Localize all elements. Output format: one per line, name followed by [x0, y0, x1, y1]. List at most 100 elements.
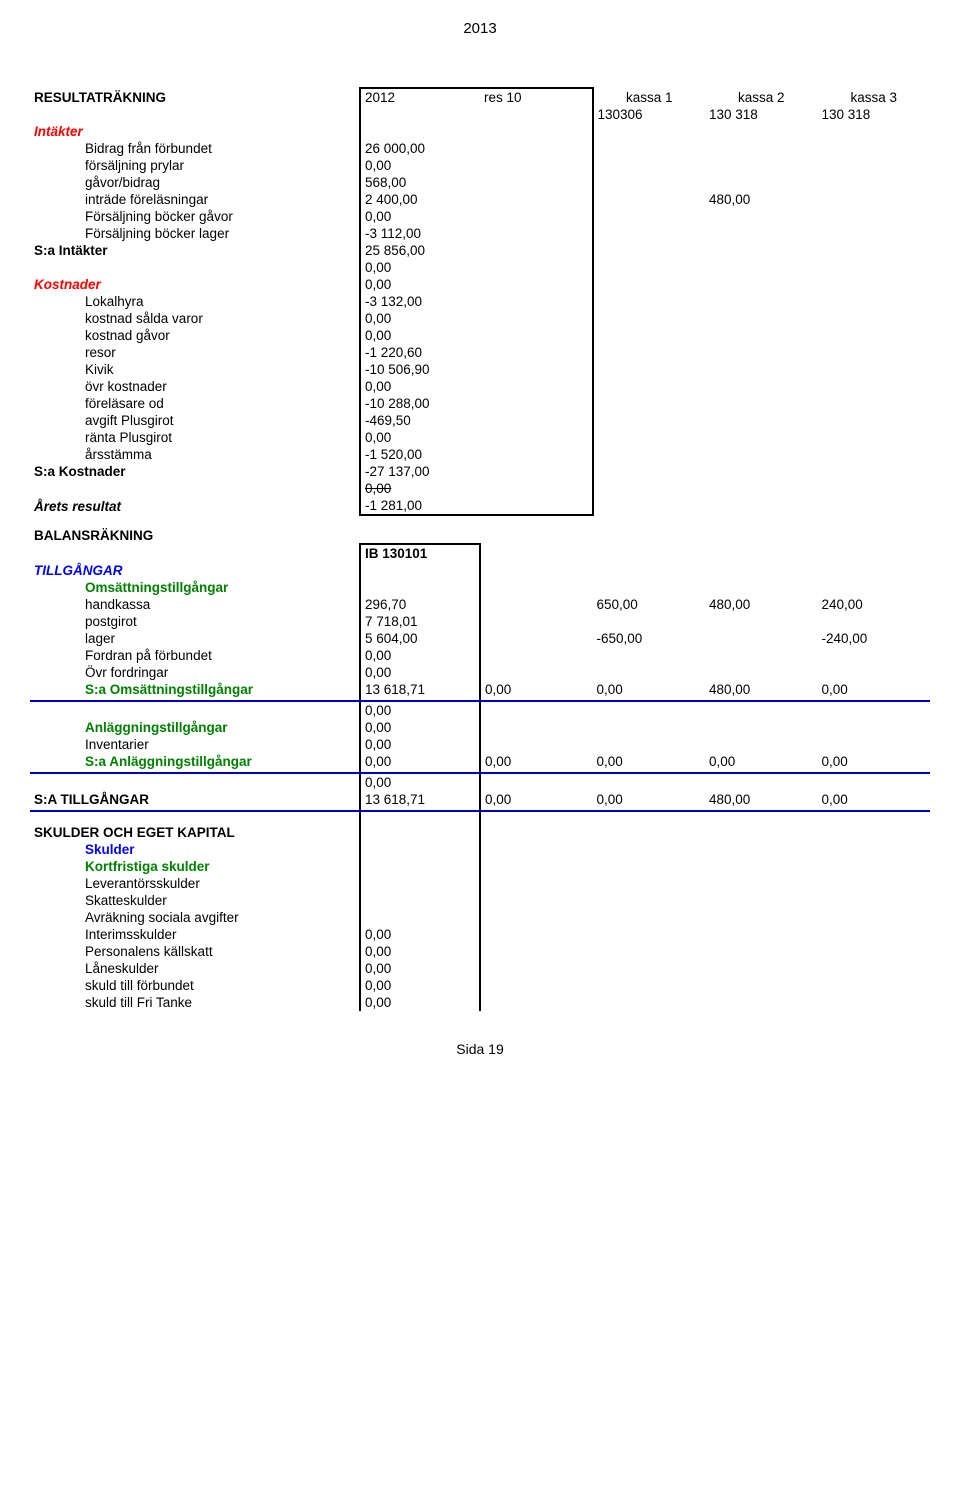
row-val: 568,00 — [360, 174, 480, 191]
tillg-sum-res10: 0,00 — [480, 791, 593, 808]
tillg-sum-label: S:A TILLGÅNGAR — [30, 791, 360, 808]
oms-sum-k2: 480,00 — [705, 681, 818, 698]
date-k2: 130 318 — [705, 106, 818, 123]
row-label: kostnad sålda varor — [30, 310, 360, 327]
title-row: RESULTATRÄKNING 2012 res 10 kassa 1 kass… — [30, 88, 930, 106]
row-label: Lokalhyra — [30, 293, 360, 310]
oms-sum-res10: 0,00 — [480, 681, 593, 698]
row-val: -1 220,60 — [360, 344, 480, 361]
row-val: 0,00 — [360, 736, 480, 753]
anl-sum-k1: 0,00 — [593, 753, 706, 770]
row-val: -10 506,90 — [360, 361, 480, 378]
sum-intakter-val: 25 856,00 — [360, 242, 480, 259]
row-label: Leverantörsskulder — [30, 875, 360, 892]
row-val: -10 288,00 — [360, 395, 480, 412]
oms-blank: 0,00 — [360, 701, 480, 719]
kf-section: Kortfristiga skulder — [30, 858, 360, 875]
row-val: 0,00 — [360, 647, 480, 664]
row-label: resor — [30, 344, 360, 361]
row-label: Försäljning böcker gåvor — [30, 208, 360, 225]
row-val: 0,00 — [360, 208, 480, 225]
row-val: 0,00 — [360, 960, 480, 977]
strike-val: 0,00 — [360, 480, 480, 497]
row-k3: 240,00 — [818, 596, 931, 613]
oms-section: Omsättningstillgångar — [30, 579, 360, 596]
row-label: Interimsskulder — [30, 926, 360, 943]
row-label: avgift Plusgirot — [30, 412, 360, 429]
row-val: 296,70 — [360, 596, 480, 613]
kostnader-c2012: 0,00 — [360, 276, 480, 293]
row-val: -3 132,00 — [360, 293, 480, 310]
row-label: handkassa — [30, 596, 360, 613]
row-label: postgirot — [30, 613, 360, 630]
row-val: -469,50 — [360, 412, 480, 429]
anl-blank: 0,00 — [360, 773, 480, 791]
page-footer: Sida 19 — [30, 1041, 930, 1057]
date-k3: 130 318 — [818, 106, 931, 123]
col-2012: 2012 — [360, 88, 480, 106]
row-label: kostnad gåvor — [30, 327, 360, 344]
anl-sum-label: S:a Anläggningstillgångar — [30, 753, 360, 770]
row-val: 7 718,01 — [360, 613, 480, 630]
anl-sum-res10: 0,00 — [480, 753, 593, 770]
row-val: 0,00 — [360, 926, 480, 943]
sum-kostnader: S:a Kostnader — [30, 463, 360, 480]
tillgangar-section: TILLGÅNGAR — [30, 562, 360, 579]
row-k2: 480,00 — [705, 596, 818, 613]
blank-val: 0,00 — [360, 259, 480, 276]
anl-sum-k3: 0,00 — [818, 753, 931, 770]
resultat-label: Årets resultat — [30, 497, 360, 515]
ib-label: IB 130101 — [360, 544, 480, 562]
oms-sum-k3: 0,00 — [818, 681, 931, 698]
row-val: -1 520,00 — [360, 446, 480, 463]
row-label: Skatteskulder — [30, 892, 360, 909]
row-val: 0,00 — [360, 378, 480, 395]
row-label: Kivik — [30, 361, 360, 378]
row-k1: -650,00 — [593, 630, 706, 647]
row-label: Bidrag från förbundet — [30, 140, 360, 157]
row-label: Försäljning böcker lager — [30, 225, 360, 242]
row-val: 5 604,00 — [360, 630, 480, 647]
row-val: 0,00 — [360, 977, 480, 994]
tillg-sum-k2: 480,00 — [705, 791, 818, 808]
oms-sum-label: S:a Omsättningstillgångar — [30, 681, 360, 698]
section-kostnader: Kostnader — [30, 276, 360, 293]
row-label: årsstämma — [30, 446, 360, 463]
row-val: 0,00 — [360, 994, 480, 1011]
row-label: inträde föreläsningar — [30, 191, 360, 208]
skulder-section: Skulder — [30, 841, 360, 858]
tillg-sum-k3: 0,00 — [818, 791, 931, 808]
row-val: 0,00 — [360, 157, 480, 174]
row-val: 2 400,00 — [360, 191, 480, 208]
row-label: Inventarier — [30, 736, 360, 753]
skulder-title: SKULDER OCH EGET KAPITAL — [30, 824, 360, 841]
balans-title: BALANSRÄKNING — [30, 527, 360, 544]
resultat-table: RESULTATRÄKNING 2012 res 10 kassa 1 kass… — [30, 87, 930, 1011]
row-label: Låneskulder — [30, 960, 360, 977]
anl-sum-k2: 0,00 — [705, 753, 818, 770]
tillg-sum-k1: 0,00 — [593, 791, 706, 808]
row-val: -3 112,00 — [360, 225, 480, 242]
row-val: 0,00 — [360, 327, 480, 344]
title: RESULTATRÄKNING — [30, 88, 360, 106]
row-label: skuld till Fri Tanke — [30, 994, 360, 1011]
row-val: 0,00 — [360, 429, 480, 446]
row-val: 0,00 — [360, 664, 480, 681]
date-k1: 130306 — [593, 106, 706, 123]
sum-kostnader-val: -27 137,00 — [360, 463, 480, 480]
row-k2: 480,00 — [705, 191, 818, 208]
resultat-val: -1 281,00 — [360, 497, 480, 515]
row-label: Övr fordringar — [30, 664, 360, 681]
row-label: Avräkning sociala avgifter — [30, 909, 360, 926]
date-row: 130306 130 318 130 318 — [30, 106, 930, 123]
row-val: 0,00 — [360, 310, 480, 327]
anl-sum-c2012: 0,00 — [360, 753, 480, 770]
row-label: lager — [30, 630, 360, 647]
section-intakter: Intäkter — [30, 123, 360, 140]
row-label: Fordran på förbundet — [30, 647, 360, 664]
row-k3: -240,00 — [818, 630, 931, 647]
row-label: Personalens källskatt — [30, 943, 360, 960]
row-val: 0,00 — [360, 943, 480, 960]
col-k2: kassa 2 — [705, 88, 818, 106]
row-label: skuld till förbundet — [30, 977, 360, 994]
